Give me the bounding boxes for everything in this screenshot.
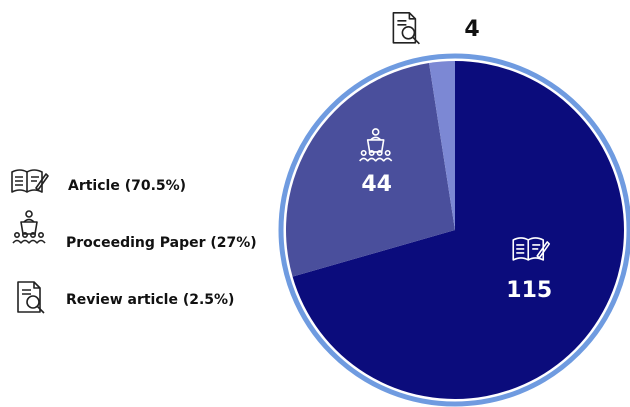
pie-slice (429, 61, 455, 230)
pie-ring (278, 53, 630, 407)
pie-slice (292, 61, 624, 400)
legend-icon (11, 169, 49, 193)
data-label: 115 (506, 278, 552, 303)
slice-icon (392, 12, 421, 45)
data-label: 4 (464, 17, 479, 42)
data-label: 44 (361, 172, 392, 197)
legend-icon (17, 281, 45, 314)
legend-label: Proceeding Paper (27%) (66, 235, 257, 251)
legend-label: Article (70.5%) (68, 178, 186, 194)
legend: Article (70.5%) Proceeding Paper (27%) R… (11, 169, 257, 314)
pie-slice (286, 63, 455, 277)
legend-icon (12, 210, 46, 244)
legend-label: Review article (2.5%) (66, 292, 234, 308)
